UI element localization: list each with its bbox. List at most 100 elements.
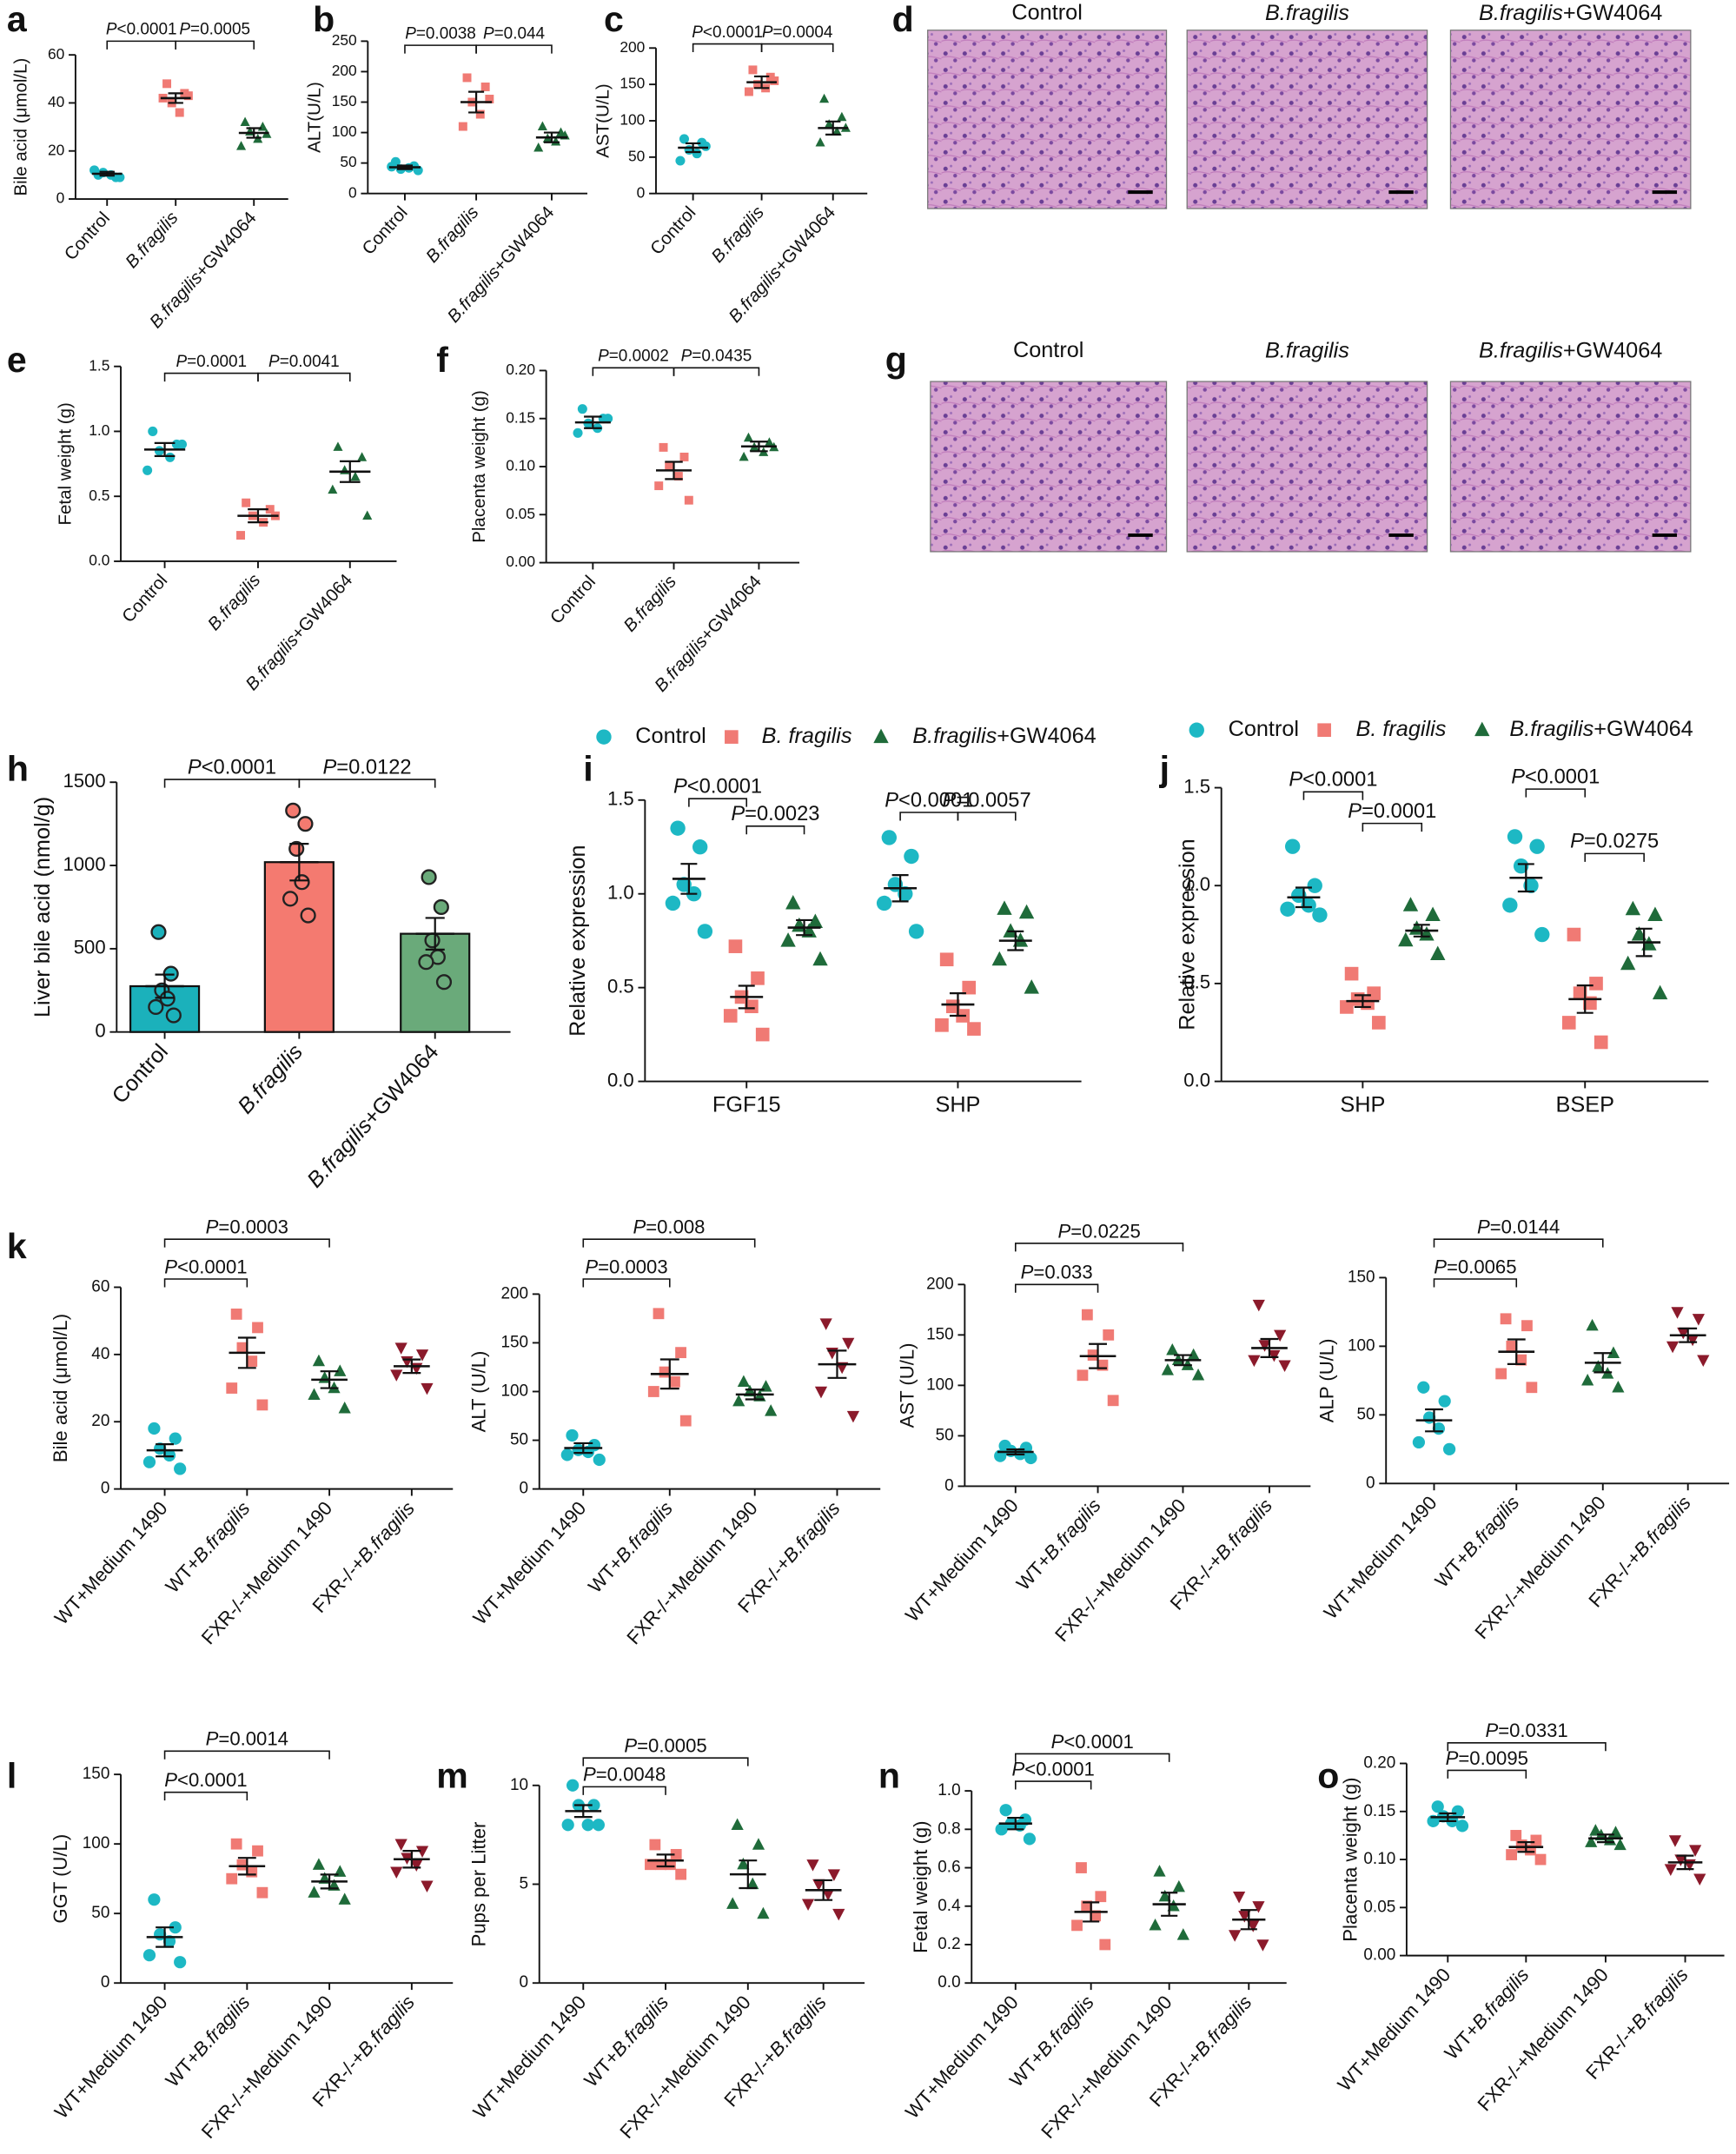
data-point [1189, 722, 1204, 738]
p-value: P<0.0001 [673, 776, 762, 799]
y-axis-label: AST(U/L) [593, 83, 613, 158]
data-point [596, 729, 612, 745]
data-point [1529, 838, 1545, 854]
panel-letter: b [313, 0, 335, 39]
y-tick-label: 1.5 [1183, 775, 1210, 797]
significance-bracket [582, 1238, 756, 1248]
significance-bracket [1433, 1278, 1518, 1288]
data-point [462, 73, 472, 83]
significance-bracket [688, 798, 748, 807]
data-point [832, 1908, 845, 1921]
data-point [725, 730, 739, 744]
data-point [669, 1375, 680, 1388]
significance-bracket [673, 367, 760, 376]
x-tick-label: B.fragilis [620, 572, 681, 636]
data-point [338, 1401, 351, 1414]
data-point [812, 1879, 825, 1892]
p-value: P<0.0001 [885, 790, 973, 812]
legend-label: B.fragilis+GW4064 [1509, 717, 1693, 741]
panel-letter: h [7, 748, 29, 788]
data-point [226, 1872, 238, 1885]
significance-bracket [404, 44, 477, 54]
data-point [1081, 1309, 1093, 1321]
data-point [737, 1857, 750, 1870]
data-point [1430, 945, 1446, 961]
data-point [1692, 1314, 1705, 1326]
data-point [308, 1388, 321, 1400]
data-point [1099, 1939, 1111, 1951]
data-point [935, 1017, 949, 1032]
x-tick-label: WT+Medium 1490 [1320, 1492, 1441, 1623]
y-tick-label: 0 [1366, 1474, 1375, 1492]
y-tick-label: 100 [926, 1375, 954, 1394]
p-value: P=0.0144 [1477, 1216, 1560, 1237]
p-value: P<0.0001 [106, 21, 177, 39]
data-point [1664, 1864, 1677, 1876]
panel-letter: n [878, 1756, 900, 1796]
x-tick-label: B.fragilis [204, 571, 265, 635]
y-tick-label: 0.15 [1363, 1802, 1395, 1820]
data-point [1248, 1355, 1261, 1368]
data-point [647, 1386, 659, 1397]
data-point [230, 1838, 242, 1850]
p-value: P=0.0065 [1434, 1256, 1516, 1277]
y-tick-label: 0 [944, 1476, 954, 1495]
data-point [1613, 1838, 1627, 1851]
data-point [812, 951, 828, 966]
data-point [592, 1819, 605, 1832]
data-point [148, 1893, 161, 1906]
image-title: Control [1013, 338, 1083, 362]
y-tick-label: 50 [936, 1426, 954, 1444]
data-point [753, 80, 763, 89]
x-tick-label: WT+Medium 1490 [901, 1495, 1023, 1626]
y-tick-label: 50 [91, 1904, 109, 1922]
data-point [649, 1839, 661, 1851]
x-tick-label: WT+B.fragilis [1012, 1495, 1105, 1594]
p-value: P=0.0038 [405, 24, 476, 43]
data-point [1252, 1299, 1265, 1312]
x-tick-label: Control [646, 202, 699, 259]
data-point [593, 1453, 606, 1467]
y-tick-label: 0 [520, 1480, 529, 1498]
panel-letter: k [7, 1226, 27, 1266]
y-tick-label: 250 [332, 31, 357, 49]
x-tick-label: WT+Medium 1490 [50, 1497, 172, 1628]
significance-bracket [1014, 1780, 1092, 1790]
y-tick-label: 150 [500, 1333, 528, 1351]
y-axis-label: Fetal weight (g) [910, 1820, 931, 1952]
data-point [1451, 1805, 1464, 1818]
data-point [1594, 1035, 1608, 1050]
data-point [1107, 1395, 1119, 1407]
data-point [737, 1375, 751, 1387]
data-point [236, 1342, 248, 1354]
y-tick-label: 0.20 [506, 361, 535, 378]
y-tick-label: 10 [510, 1776, 528, 1794]
data-point [350, 471, 361, 481]
x-tick-label: B.fragilis [233, 1039, 308, 1118]
data-point [256, 1886, 268, 1899]
y-axis-label: Bile acid (μmol/L) [11, 58, 31, 196]
data-point [1697, 1355, 1710, 1367]
data-point [744, 87, 753, 96]
data-point [1307, 878, 1322, 893]
y-tick-label: 0.05 [506, 505, 535, 522]
data-point [165, 452, 176, 462]
data-point [537, 121, 547, 130]
y-tick-label: 0.5 [89, 487, 109, 504]
significance-bracket [1447, 1769, 1527, 1779]
x-tick-label: Control [547, 572, 600, 628]
data-point [246, 1355, 258, 1367]
data-point [665, 895, 681, 911]
data-point [1233, 1892, 1246, 1904]
y-tick-label: 60 [48, 45, 64, 63]
data-point [1402, 897, 1419, 911]
data-point [265, 505, 275, 514]
image-title: B.fragilis [1265, 0, 1349, 24]
data-point [285, 802, 301, 819]
y-tick-label: 60 [91, 1277, 109, 1296]
y-tick-label: 0 [348, 183, 357, 201]
data-point [819, 1318, 832, 1330]
y-tick-label: 0.05 [1363, 1898, 1395, 1916]
data-point [1095, 1891, 1107, 1903]
panel-letter: o [1317, 1756, 1339, 1796]
